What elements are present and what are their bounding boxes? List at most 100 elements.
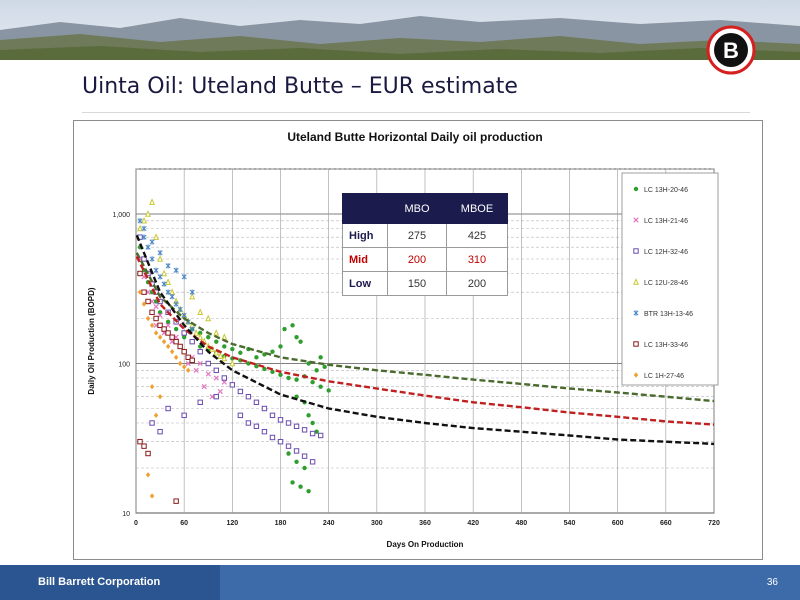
data-point [217,388,223,395]
data-point [213,375,219,381]
data-point [290,480,295,485]
data-point [310,420,315,426]
eur-table: MBO MBOE High 275 425 Mid 200 310 Low 15… [342,193,508,296]
data-point [177,343,183,350]
data-point [298,339,303,344]
legend-label: LC 12H-32-46 [644,249,688,256]
data-point [245,393,252,400]
data-point [222,344,227,349]
data-point [141,256,147,262]
data-point [197,333,204,340]
data-point [197,360,203,367]
x-tick-label: 660 [660,520,672,527]
data-point [278,372,283,378]
data-point [165,289,171,295]
scenic-banner [0,0,800,60]
eur-row-label: Mid [342,247,388,272]
data-point [286,375,291,381]
eur-row-high: High 275 425 [342,223,508,248]
data-point [165,343,171,350]
chart-title: Uteland Butte Horizontal Daily oil produ… [287,130,542,144]
data-point [298,484,303,489]
data-point [157,393,163,400]
data-point [221,375,228,381]
data-point [165,278,172,285]
footer-right-panel: 36 [220,565,800,600]
data-point [189,289,195,295]
data-point [197,399,203,406]
data-point [165,319,171,325]
data-point [189,326,195,332]
data-point [261,405,268,412]
data-point [181,330,187,336]
data-point [189,292,196,300]
eur-row-label: Low [342,271,388,296]
data-point [161,281,167,287]
data-point [149,309,155,316]
data-point [253,399,260,406]
data-point [301,453,308,459]
eur-header-mbo: MBO [387,193,447,224]
data-point [157,428,163,435]
data-point [137,224,143,232]
data-point [181,334,187,340]
data-point [205,371,211,377]
data-point [317,432,324,439]
data-point [309,459,316,465]
data-point [310,379,315,385]
data-point [318,384,323,389]
data-point [137,270,143,277]
data-point [254,355,259,360]
footer-company-name: Bill Barrett Corporation [38,576,161,588]
eur-mbo-value: 200 [387,247,447,272]
data-point [282,326,287,332]
logo-letter: B [723,38,739,63]
legend-label: LC 13H-33-46 [644,342,688,349]
x-tick-label: 420 [467,520,479,527]
data-point [326,388,331,393]
data-point [149,256,155,262]
eur-table-header-row: MBO MBOE [342,193,508,224]
data-point [177,306,183,313]
data-point [157,334,163,340]
data-point [197,308,204,316]
data-point [149,383,155,390]
data-point [149,239,155,245]
data-point [293,423,300,430]
data-point [293,448,300,454]
data-point [290,323,295,328]
data-point [193,329,200,336]
data-point [213,367,219,374]
data-point [309,430,316,437]
data-point [141,225,147,232]
data-point [214,339,219,344]
data-point [294,459,299,465]
data-point [314,368,319,373]
x-tick-label: 120 [226,520,238,527]
legend-marker [633,248,639,254]
data-point [193,367,199,373]
data-point [229,382,236,388]
footer-bar: Bill Barrett Corporation 36 [0,565,800,600]
legend-marker [633,186,639,192]
data-point [277,417,284,423]
data-point [245,420,252,426]
slide-title: Uinta Oil: Uteland Butte – EUR estimate [82,74,518,99]
data-point [285,420,292,426]
data-point [253,423,260,430]
type-curve-high [135,252,715,403]
data-point [161,338,167,345]
data-point [177,360,183,367]
data-point [318,355,323,360]
data-point [157,322,163,329]
eur-mboe-value: 310 [446,247,508,272]
x-tick-label: 0 [134,520,138,527]
data-point [213,393,219,400]
x-tick-label: 240 [323,520,335,527]
data-point [141,289,147,295]
data-point [270,369,275,375]
data-point [145,472,151,478]
legend-label: LC 13H-20-46 [644,187,688,194]
chart-frame: 10 100 1,000 0 60 120 180 240 300 360 420 480 540 600… [73,120,763,560]
x-tick-label: 600 [612,520,624,527]
